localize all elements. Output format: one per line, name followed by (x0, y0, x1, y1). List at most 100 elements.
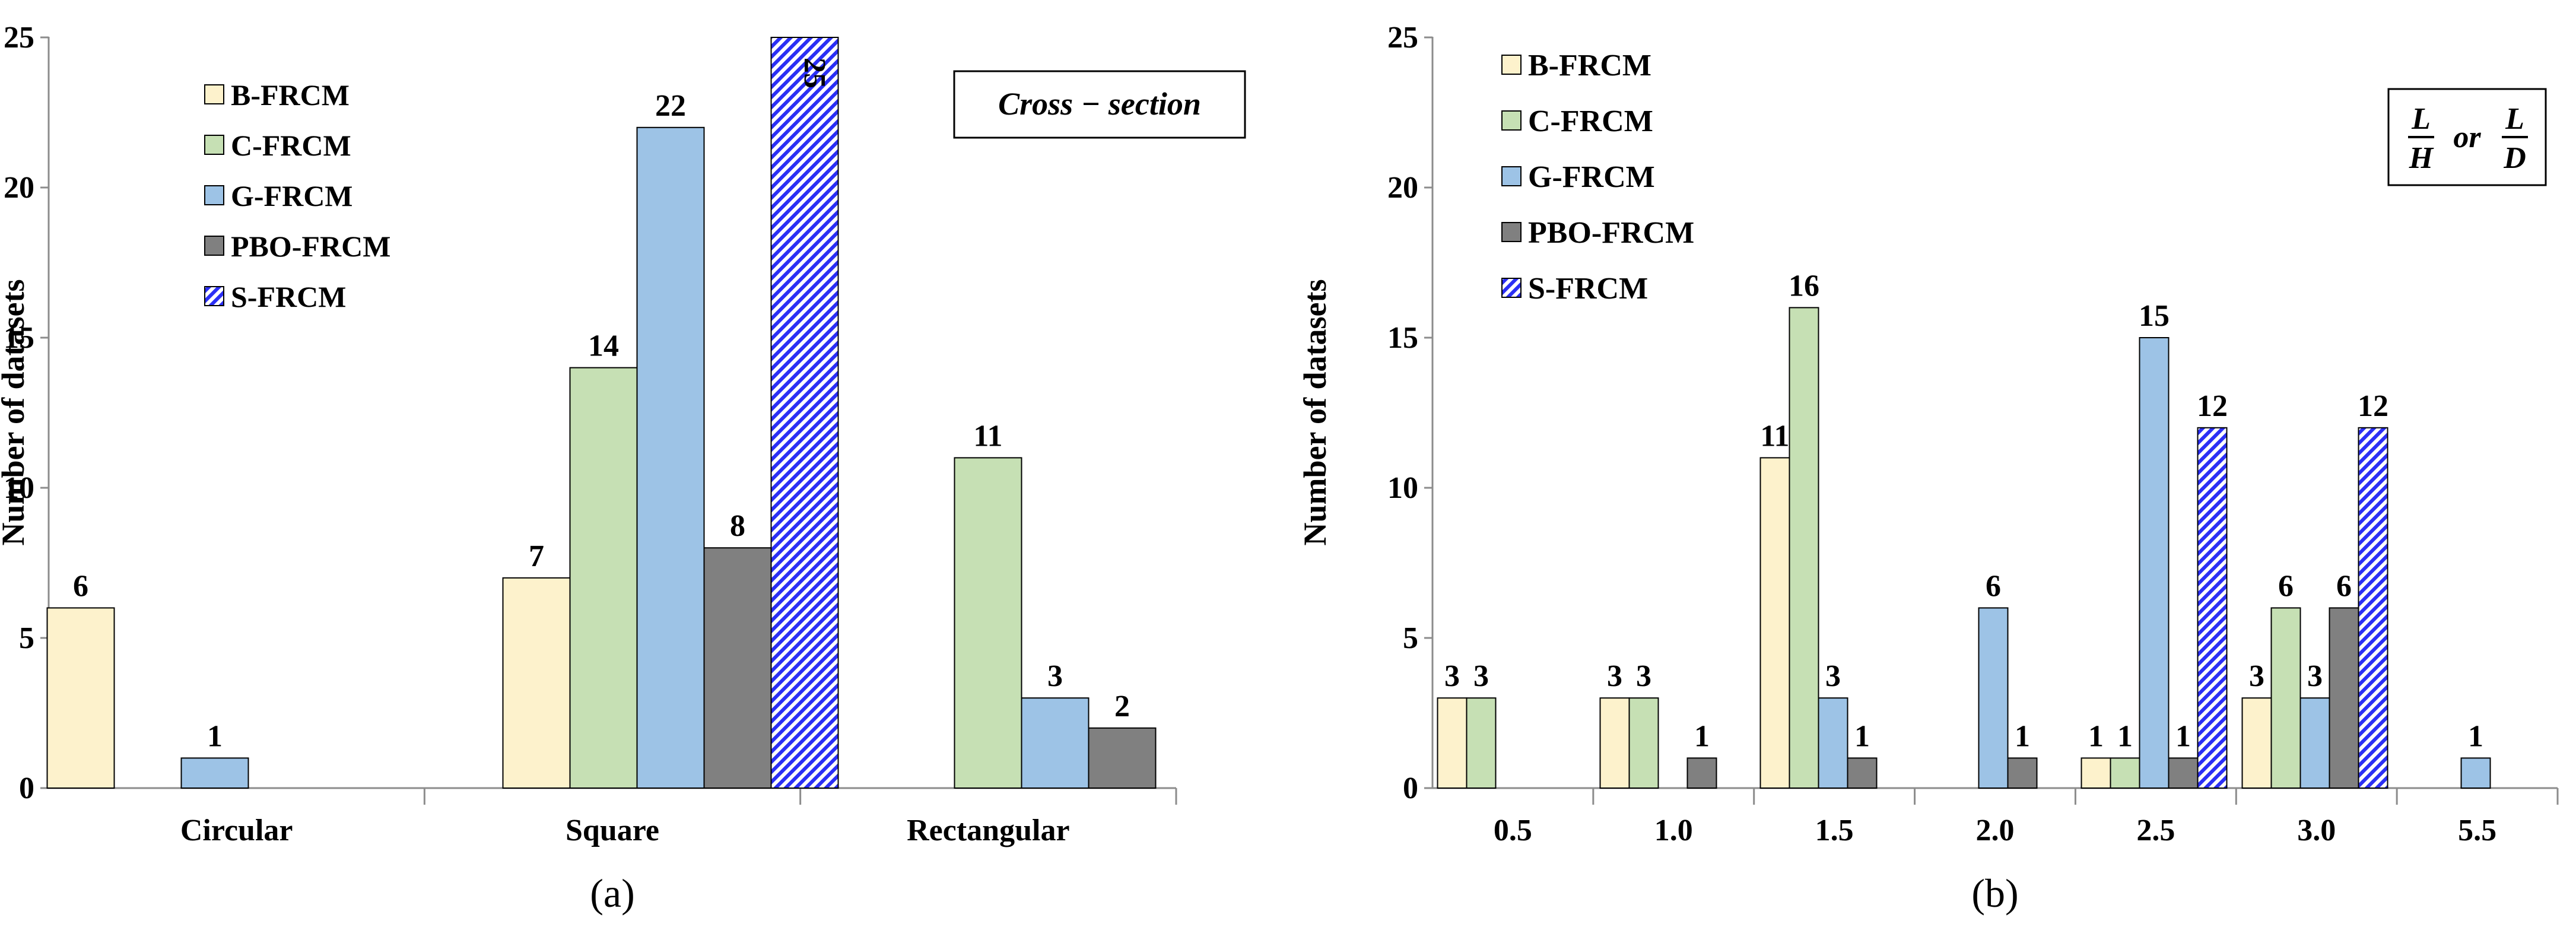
y-tick-label: 0 (1403, 771, 1418, 805)
data-label: 6 (73, 569, 88, 603)
data-label: 3 (1825, 659, 1841, 693)
x-tick-label: 3.0 (2297, 814, 2336, 847)
data-label: 1 (1694, 719, 1710, 753)
y-tick-label: 15 (1387, 321, 1418, 355)
data-label: 3 (1607, 659, 1622, 693)
y-tick-label: 5 (1403, 621, 1418, 655)
x-tick-label: Circular (180, 814, 293, 847)
data-label: 3 (1444, 659, 1460, 693)
legend-swatch (204, 236, 224, 256)
ratio-denominator: H (2409, 141, 2434, 175)
bar-c-frcm (954, 457, 1022, 789)
x-tick-label: 2.0 (1976, 814, 2015, 847)
y-axis-label: Number of datasets (1297, 280, 1333, 546)
data-label: 3 (1636, 659, 1651, 693)
x-tick-label: 1.5 (1815, 814, 1854, 847)
ratio-numerator: L (2505, 102, 2524, 136)
chart-b: 0 5 10 15 20 25 Number of datasets 0.5 1.0 1.5 2.0… (1297, 21, 2559, 916)
x-tick-label: 1.0 (1654, 814, 1693, 847)
data-label: 11 (973, 419, 1002, 453)
y-tick-label: 20 (4, 171, 34, 205)
legend-title: Cross − section (998, 86, 1201, 122)
y-tick-label: 10 (1387, 471, 1418, 505)
legend-swatch (1501, 278, 1522, 298)
panel-label: (b) (1971, 871, 2018, 916)
x-tick-label: Rectangular (907, 814, 1069, 847)
data-label: 1 (207, 719, 223, 753)
y-tick-label: 25 (4, 21, 34, 55)
legend-swatch (1501, 222, 1522, 242)
data-label: 3 (2249, 659, 2264, 693)
data-label: 1 (2088, 719, 2104, 753)
bar-g-frcm (1818, 697, 1848, 789)
data-label: 12 (2358, 389, 2388, 423)
legend-swatch (1501, 110, 1522, 131)
bar-c-frcm (569, 367, 638, 789)
data-label: 22 (655, 89, 686, 123)
bar-b-frcm (2081, 757, 2111, 789)
data-label: 1 (2175, 719, 2191, 753)
y-tick-label: 10 (4, 471, 34, 505)
data-label: 3 (2307, 659, 2323, 693)
legend-label: PBO-FRCM (231, 230, 390, 263)
bar-c-frcm (1628, 697, 1659, 789)
legend-label: S-FRCM (1528, 272, 1648, 306)
bar-g-frcm (2460, 757, 2491, 789)
data-label: 11 (1760, 419, 1789, 453)
bar-s-frcm (2197, 427, 2228, 789)
legend-label: C-FRCM (1528, 104, 1653, 138)
ratio-denominator: D (2503, 141, 2526, 175)
data-label: 15 (2139, 299, 2170, 333)
data-label: 6 (2336, 569, 2352, 603)
bar-pbo-frcm (1088, 727, 1157, 789)
bar-b-frcm (502, 577, 571, 789)
legend-label: S-FRCM (231, 280, 346, 313)
bar-g-frcm (180, 757, 249, 789)
data-label: 1 (1854, 719, 1870, 753)
legend-label: PBO-FRCM (1528, 216, 1694, 250)
chart-a: 0 5 10 15 20 25 Number of datasets Circular Squa… (0, 21, 1246, 916)
bar-g-frcm (1021, 697, 1090, 789)
ratio-numerator: L (2411, 102, 2431, 136)
data-label: 8 (730, 509, 745, 543)
bar-b-frcm (1599, 697, 1630, 789)
legend-title-box (953, 70, 1246, 139)
bar-s-frcm (770, 37, 839, 789)
legend-label: G-FRCM (1528, 160, 1655, 194)
y-tick-label: 20 (1387, 171, 1418, 205)
legend-label: B-FRCM (1528, 49, 1651, 82)
bar-pbo-frcm (1847, 757, 1878, 789)
legend-swatch (204, 84, 224, 104)
data-label: 25 (798, 58, 831, 88)
legend-swatch (1501, 55, 1522, 75)
bar-c-frcm (2270, 607, 2301, 789)
data-label: 1 (2117, 719, 2133, 753)
bar-b-frcm (1437, 697, 1468, 789)
data-label: 6 (2278, 569, 2294, 603)
bar-pbo-frcm (2329, 607, 2359, 789)
x-tick-label: 2.5 (2136, 814, 2175, 847)
y-tick-label: 0 (19, 771, 34, 805)
bar-g-frcm (2139, 337, 2170, 789)
bar-pbo-frcm (2007, 757, 2038, 789)
bar-s-frcm (2358, 427, 2388, 789)
x-tick-label: 5.5 (2458, 814, 2496, 847)
legend-swatch (204, 185, 224, 205)
y-axis-label: Number of datasets (0, 280, 31, 546)
bar-c-frcm (2110, 757, 2140, 789)
bar-b-frcm (46, 607, 115, 789)
y-tick-label: 25 (1387, 21, 1418, 55)
data-label: 14 (588, 329, 619, 363)
panel-label: (a) (590, 871, 634, 916)
data-label: 3 (1473, 659, 1489, 693)
data-label: 1 (2468, 719, 2483, 753)
data-label: 7 (529, 539, 544, 573)
legend-label: B-FRCM (231, 78, 350, 112)
x-tick-label: 0.5 (1494, 814, 1532, 847)
legend-label: C-FRCM (231, 129, 351, 162)
bar-b-frcm (2241, 697, 2272, 789)
data-label: 3 (1047, 659, 1063, 693)
y-tick-label: 5 (19, 621, 34, 655)
legend-label: G-FRCM (231, 179, 353, 212)
